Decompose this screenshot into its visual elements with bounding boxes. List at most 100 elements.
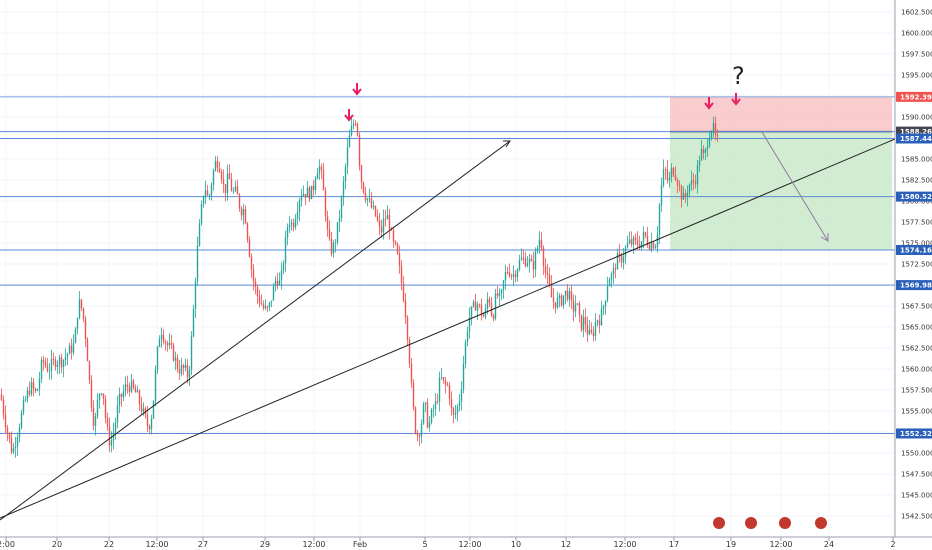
candle-body [2, 399, 5, 415]
candle-body [516, 269, 519, 277]
candle-body [40, 360, 43, 379]
down-arrow-icon [352, 83, 362, 96]
candle-body [176, 357, 179, 370]
candle-body [498, 293, 501, 296]
time-tick-label: 29 [260, 540, 270, 549]
us-flag-icon[interactable] [713, 517, 725, 529]
candle-body [694, 182, 697, 185]
price-tick-label: 1595.000 [901, 72, 932, 80]
candle-body [602, 306, 605, 309]
question-mark-annotation: ? [732, 62, 745, 90]
candle-body [316, 172, 319, 179]
candle-body [600, 308, 603, 326]
candle-body [142, 408, 145, 412]
time-tick-label: 12:00 [458, 540, 481, 549]
candle-body [82, 308, 85, 319]
time-tick-label: 5 [422, 540, 427, 549]
candle-body [292, 222, 295, 228]
reward-zone[interactable] [670, 131, 892, 250]
projection-arrow[interactable] [761, 131, 829, 242]
candle-body [116, 405, 119, 423]
candle-body [514, 274, 517, 277]
candle-body [322, 169, 325, 191]
candle-body [236, 186, 239, 195]
candle-body [444, 380, 447, 385]
candle-body [158, 339, 161, 347]
candles [0, 115, 719, 458]
candle-body [6, 427, 9, 434]
candle-body [264, 306, 267, 309]
candle-body [542, 247, 545, 267]
candle-body [320, 166, 323, 170]
trend-line-upper[interactable] [0, 140, 511, 521]
candle-body [548, 274, 551, 286]
candle-body [126, 384, 129, 387]
candle-body [380, 226, 383, 233]
candle-body [486, 299, 489, 309]
candle-body [438, 377, 441, 402]
candle-body [56, 364, 59, 367]
us-flag-icon[interactable] [745, 517, 757, 529]
level-tag [896, 428, 932, 439]
candle-body [464, 342, 467, 364]
candle-body [310, 185, 313, 200]
trend-line-lower[interactable] [0, 138, 896, 519]
price-tick-label: 1557.500 [901, 387, 932, 395]
candle-body [606, 286, 609, 301]
candle-body [540, 239, 543, 248]
candle-body [440, 377, 443, 378]
price-tick-label: 1562.500 [901, 345, 932, 353]
candle-body [708, 137, 711, 147]
candle-body [54, 359, 57, 367]
price-tick-label: 1575.000 [901, 240, 932, 248]
candle-body [604, 300, 607, 307]
candle-body [622, 256, 625, 263]
candle-body [8, 433, 11, 439]
candle-body [410, 363, 413, 383]
candle-body [332, 243, 335, 254]
time-tick-label: 20 [52, 540, 62, 549]
candle-body [522, 257, 525, 259]
candle-body [338, 218, 341, 223]
candle-body [530, 258, 533, 262]
us-flag-icon[interactable] [779, 517, 791, 529]
candle-body [302, 193, 305, 197]
candle-body [182, 365, 185, 368]
candle-body [72, 343, 75, 353]
candle-body [100, 393, 103, 395]
candle-body [376, 215, 379, 221]
risk-zone[interactable] [670, 96, 892, 132]
candle-body [664, 169, 667, 171]
candle-body [130, 380, 133, 392]
candle-body [324, 190, 327, 217]
candle-body [662, 169, 665, 186]
candle-body [424, 402, 427, 404]
time-tick-label: 2:00 [0, 540, 15, 549]
candle-body [596, 320, 599, 323]
candle-body [148, 426, 151, 430]
time-tick-label: 27 [198, 540, 208, 549]
candle-body [378, 220, 381, 227]
candle-body [658, 205, 661, 235]
candle-body [534, 251, 537, 270]
trend-lines [0, 131, 896, 521]
candle-body [462, 363, 465, 390]
candle-body [286, 227, 289, 238]
us-flag-icon[interactable] [815, 517, 827, 529]
candle-body [564, 290, 567, 296]
candle-body [58, 357, 61, 365]
candle-body [428, 422, 431, 428]
price-tick-label: 1555.000 [901, 408, 932, 416]
candle-body [14, 446, 17, 448]
candle-body [132, 380, 135, 388]
candle-body [44, 362, 47, 366]
candle-body [446, 384, 449, 386]
candle-body [676, 179, 679, 186]
candle-body [180, 365, 183, 374]
candle-body [272, 286, 275, 301]
time-tick-label: 22 [104, 540, 114, 549]
candle-body [680, 186, 683, 200]
candle-body [256, 286, 259, 296]
candle-body [314, 178, 317, 190]
